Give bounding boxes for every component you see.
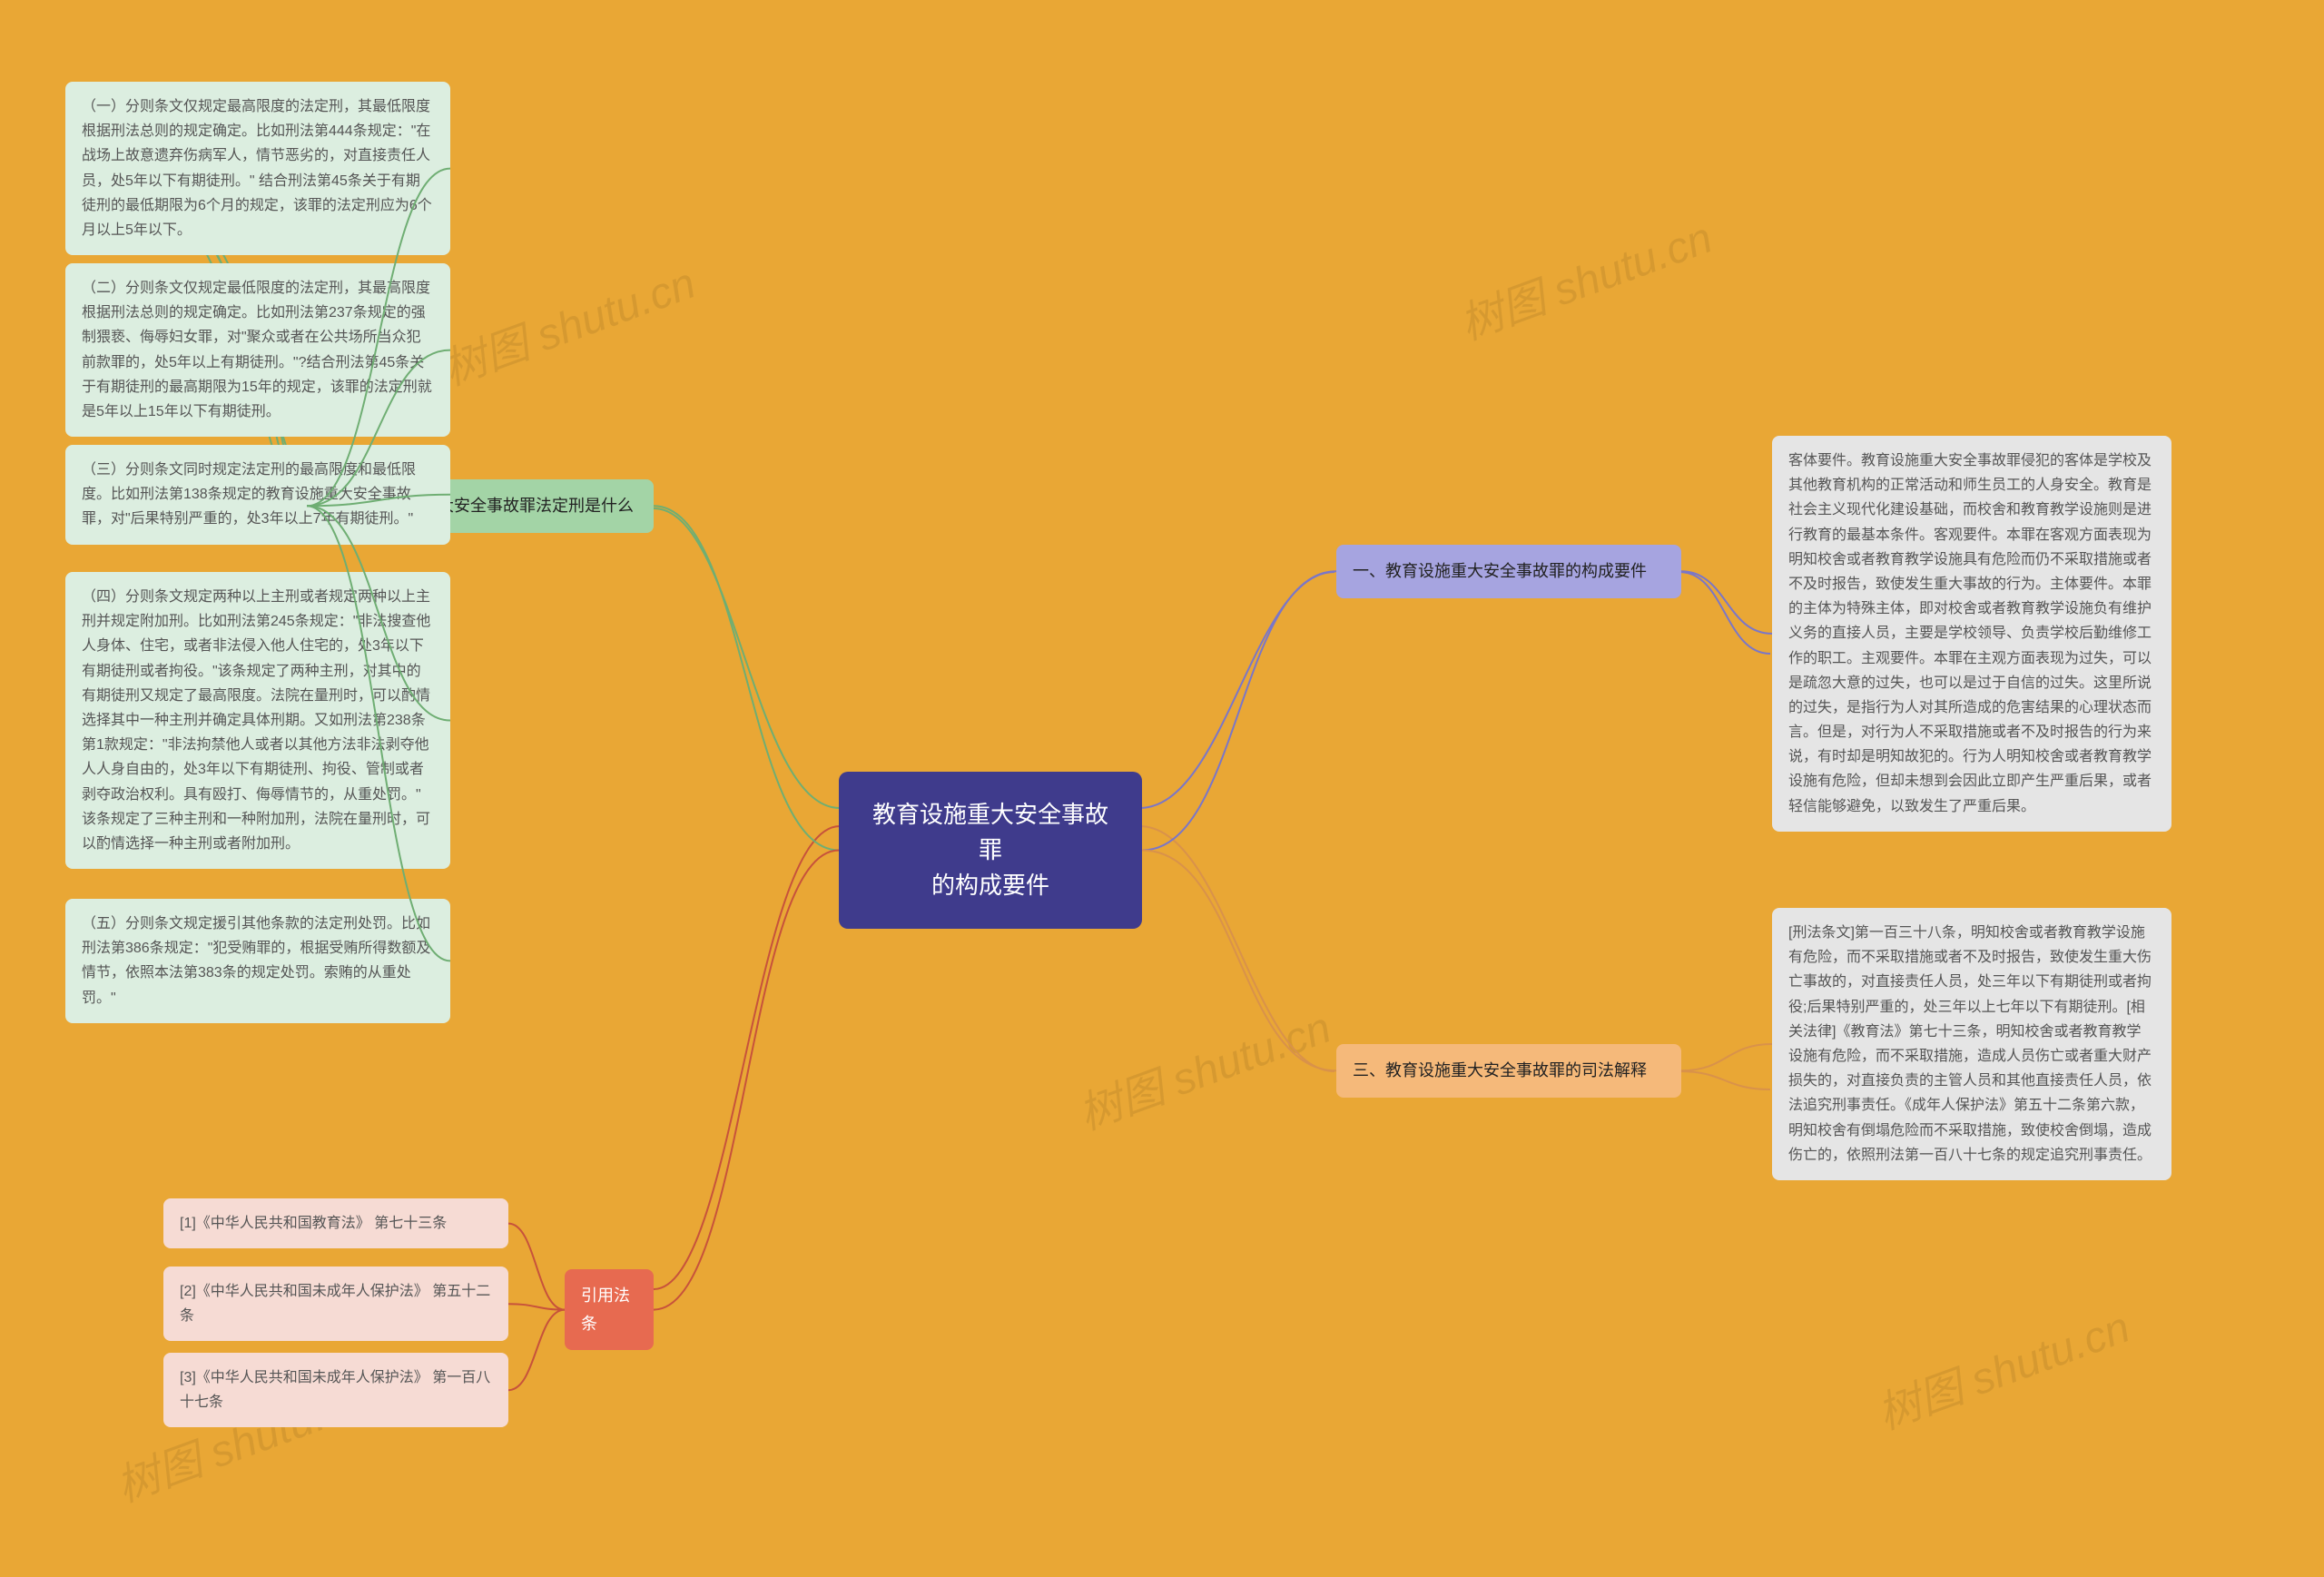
branch-3-leaf-text: [刑法条文]第一百三十八条，明知校舍或者教育教学设施有危险，而不采取措施或者不及… xyxy=(1788,925,2152,1163)
branch-1-label: 一、教育设施重大安全事故罪的构成要件 xyxy=(1353,562,1647,580)
branch-2-leaf-3: （三）分则条文同时规定法定刑的最高限度和最低限度。比如刑法第138条规定的教育设… xyxy=(65,445,450,545)
branch-2-leaf-5-text: （五）分则条文规定援引其他条款的法定刑处罚。比如刑法第386条规定："犯受贿罪的… xyxy=(82,916,430,1006)
branch-3-leaf: [刑法条文]第一百三十八条，明知校舍或者教育教学设施有危险，而不采取措施或者不及… xyxy=(1772,908,2171,1180)
branch-4-leaf-3: [3]《中华人民共和国未成年人保护法》 第一百八十七条 xyxy=(163,1353,508,1427)
branch-2-leaf-3-text: （三）分则条文同时规定法定刑的最高限度和最低限度。比如刑法第138条规定的教育设… xyxy=(82,462,416,527)
branch-2-leaf-5: （五）分则条文规定援引其他条款的法定刑处罚。比如刑法第386条规定："犯受贿罪的… xyxy=(65,899,450,1023)
branch-2-leaf-4-text: （四）分则条文规定两种以上主刑或者规定两种以上主刑并规定附加刑。比如刑法第245… xyxy=(82,589,430,852)
branch-2-leaf-4: （四）分则条文规定两种以上主刑或者规定两种以上主刑并规定附加刑。比如刑法第245… xyxy=(65,572,450,869)
branch-1-leaf: 客体要件。教育设施重大安全事故罪侵犯的客体是学校及其他教育机构的正常活动和师生员… xyxy=(1772,436,2171,832)
branch-4-leaf-2: [2]《中华人民共和国未成年人保护法》 第五十二条 xyxy=(163,1267,508,1341)
watermark: 树图 shutu.cn xyxy=(433,247,703,397)
branch-4-leaf-1: [1]《中华人民共和国教育法》 第七十三条 xyxy=(163,1198,508,1248)
branch-4-label: 引用法条 xyxy=(581,1286,630,1333)
branch-2-leaf-2: （二）分则条文仅规定最低限度的法定刑，其最高限度根据刑法总则的规定确定。比如刑法… xyxy=(65,263,450,437)
branch-1-leaf-text: 客体要件。教育设施重大安全事故罪侵犯的客体是学校及其他教育机构的正常活动和师生员… xyxy=(1788,453,2152,814)
branch-4-leaf-3-text: [3]《中华人民共和国未成年人保护法》 第一百八十七条 xyxy=(180,1370,490,1410)
watermark: 树图 shutu.cn xyxy=(1068,991,1338,1141)
branch-4-leaf-2-text: [2]《中华人民共和国未成年人保护法》 第五十二条 xyxy=(180,1284,490,1324)
branch-2-leaf-2-text: （二）分则条文仅规定最低限度的法定刑，其最高限度根据刑法总则的规定确定。比如刑法… xyxy=(82,281,432,419)
branch-1-node: 一、教育设施重大安全事故罪的构成要件 xyxy=(1336,545,1681,598)
branch-4-node: 引用法条 xyxy=(565,1269,654,1350)
branch-3-node: 三、教育设施重大安全事故罪的司法解释 xyxy=(1336,1044,1681,1098)
center-title-line2: 的构成要件 xyxy=(872,868,1109,903)
center-title-line1: 教育设施重大安全事故罪 xyxy=(872,797,1109,868)
branch-2-leaf-1: （一）分则条文仅规定最高限度的法定刑，其最低限度根据刑法总则的规定确定。比如刑法… xyxy=(65,82,450,255)
branch-4-leaf-1-text: [1]《中华人民共和国教育法》 第七十三条 xyxy=(180,1216,447,1231)
branch-2-leaf-1-text: （一）分则条文仅规定最高限度的法定刑，其最低限度根据刑法总则的规定确定。比如刑法… xyxy=(82,99,432,238)
branch-3-label: 三、教育设施重大安全事故罪的司法解释 xyxy=(1353,1061,1647,1079)
center-node: 教育设施重大安全事故罪 的构成要件 xyxy=(839,772,1142,929)
watermark: 树图 shutu.cn xyxy=(1450,202,1719,351)
watermark: 树图 shutu.cn xyxy=(1867,1291,2137,1441)
